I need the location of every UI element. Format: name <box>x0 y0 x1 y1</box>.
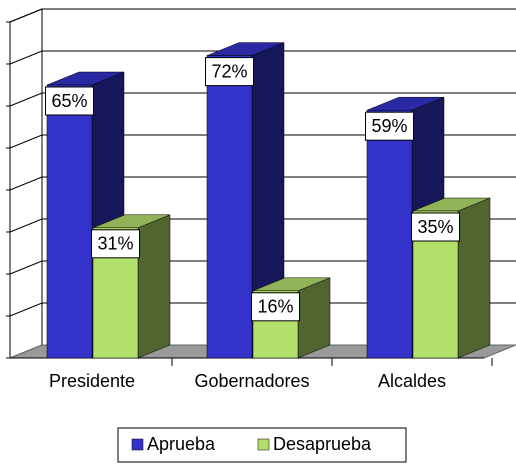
legend-swatch <box>257 438 270 451</box>
grid-line <box>9 92 516 107</box>
bar <box>366 109 413 359</box>
value-label-box <box>251 292 300 322</box>
legend: Aprueba Desaprueba <box>131 434 372 454</box>
value-label: 65% <box>51 91 87 111</box>
value-label: 16% <box>257 297 293 317</box>
x-tick-label: Gobernadores <box>194 371 309 391</box>
bar <box>206 55 253 359</box>
value-label: 72% <box>211 61 247 81</box>
value-label: 31% <box>97 234 133 254</box>
grid-line <box>9 302 516 317</box>
value-label-box <box>45 86 94 116</box>
value-label-box <box>365 111 414 141</box>
legend-label: Desaprueba <box>273 434 372 454</box>
x-tick-label: Presidente <box>49 371 135 391</box>
bar-side <box>137 214 171 359</box>
x-tick-label: Alcaldes <box>378 371 446 391</box>
value-label: 35% <box>417 217 453 237</box>
value-label-box <box>411 212 460 242</box>
value-label: 59% <box>371 116 407 136</box>
grid-line <box>9 8 516 23</box>
grid-line <box>9 218 516 233</box>
legend-swatch <box>131 438 144 451</box>
grid-line <box>9 176 516 191</box>
value-label-box <box>205 57 254 87</box>
bar-side <box>297 277 331 359</box>
bar-side <box>457 197 491 359</box>
grid-line <box>9 134 516 149</box>
bar <box>46 84 93 359</box>
grid-line <box>9 50 516 65</box>
legend-label: Aprueba <box>147 434 216 454</box>
grid-line <box>9 260 516 275</box>
value-label-box <box>91 229 140 259</box>
